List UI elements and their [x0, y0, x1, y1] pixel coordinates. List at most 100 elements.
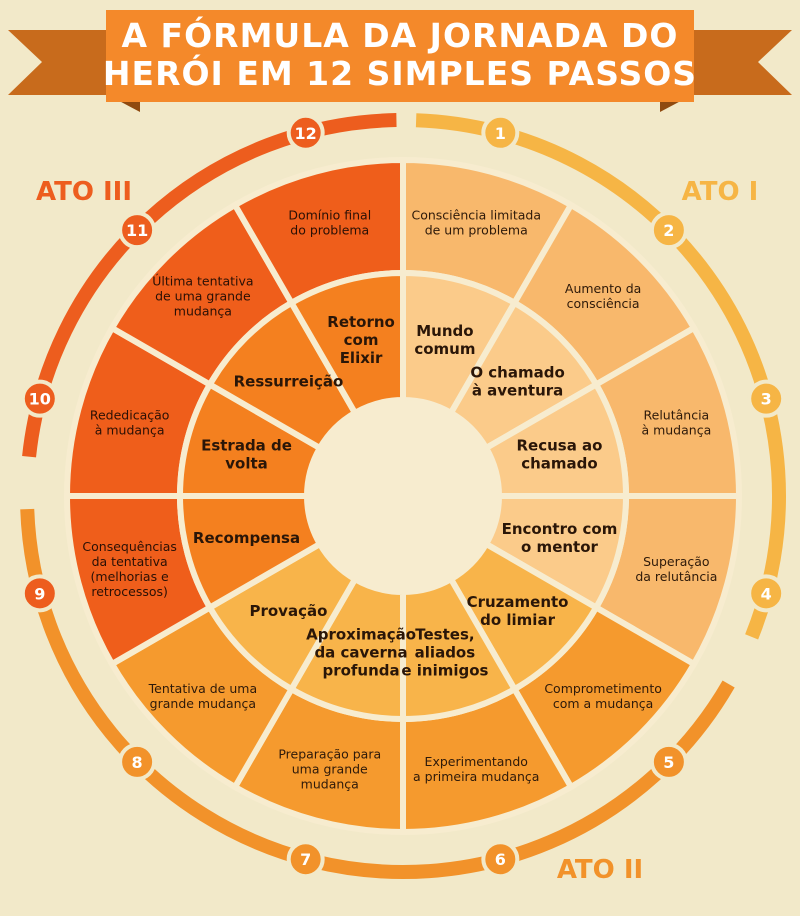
- act1-ring: [415, 113, 786, 640]
- outer-label-step-6-line: a primeira mudança: [413, 769, 539, 784]
- step-number-9: 9: [34, 584, 45, 603]
- title-line-2: HERÓI EM 12 SIMPLES PASSOS: [102, 54, 698, 93]
- inner-label-step-3: Recusa ao chamado: [516, 436, 602, 472]
- outer-label-step-11: Última tentativa de uma grande mudança: [152, 273, 253, 318]
- title-line-1: A FÓRMULA DA JORNADA DO: [121, 16, 679, 55]
- inner-label-step-4-line: o mentor: [521, 538, 598, 556]
- inner-label-step-1-line: Mundo: [416, 322, 473, 340]
- inner-label-step-2-line: à aventura: [472, 382, 563, 400]
- outer-label-step-10: Rededicação à mudança: [90, 408, 170, 438]
- outer-label-step-2: Aumento da consciência: [565, 281, 641, 311]
- step-number-badge-6: [481, 840, 520, 879]
- inner-label-step-10-line: volta: [225, 454, 268, 472]
- outer-label-step-8-line: Tentativa de uma: [148, 681, 257, 696]
- outer-label-step-2-line: Aumento da: [565, 281, 641, 296]
- step-number-5: 5: [663, 753, 674, 772]
- step-number-badge-10: [20, 379, 59, 418]
- outer-label-step-9-line: da tentativa: [92, 554, 168, 569]
- outer-label-step-8-line: grande mudança: [150, 696, 256, 711]
- outer-label-step-5-line: com a mudança: [553, 696, 653, 711]
- outer-label-step-4: Superação da relutância: [635, 554, 717, 584]
- step-number-badge-9: [20, 574, 59, 613]
- inner-label-step-7-line: da caverna: [314, 644, 407, 662]
- outer-label-step-9-line: retrocessos): [91, 584, 168, 599]
- outer-label-step-11-line: Última tentativa: [152, 273, 253, 288]
- outer-label-step-4-line: Superação: [643, 554, 709, 569]
- step-number-6: 6: [495, 850, 506, 869]
- inner-label-step-7: Aproximação da caverna profunda: [306, 626, 416, 680]
- step-number-1: 1: [495, 124, 506, 143]
- inner-label-step-5: Cruzamento do limiar: [467, 593, 569, 629]
- inner-label-step-10-line: Estrada de: [201, 436, 292, 454]
- inner-label-step-3-line: Recusa ao: [516, 436, 602, 454]
- step-number-badge-12: [286, 113, 325, 152]
- step-number-badge-1: [481, 113, 520, 152]
- inner-label-step-9: Recompensa: [193, 529, 300, 547]
- step-number-8: 8: [132, 753, 143, 772]
- step-number-3: 3: [761, 390, 772, 409]
- outer-label-step-7-line: Preparação para: [278, 747, 381, 762]
- ribbon-left: [8, 30, 110, 95]
- outer-label-step-6: Experimentando a primeira mudança: [413, 754, 539, 784]
- inner-label-step-1: Mundo comum: [414, 322, 475, 358]
- inner-label-step-1-line: comum: [414, 340, 475, 358]
- inner-label-step-12: Retorno com Elixir: [327, 313, 395, 367]
- step-number-12: 12: [295, 124, 317, 143]
- inner-label-step-10: Estrada de volta: [201, 436, 292, 472]
- center-hub: [307, 400, 499, 592]
- outer-label-step-9-line: Consequências: [82, 539, 177, 554]
- outer-label-step-9-line: (melhorias e: [91, 569, 170, 584]
- outer-label-step-4-line: da relutância: [635, 569, 717, 584]
- outer-label-step-10-line: à mudança: [95, 423, 165, 438]
- inner-label-step-11-line: Ressurreição: [234, 373, 344, 391]
- inner-label-step-6-line: Testes,: [415, 626, 474, 644]
- inner-label-step-7-line: Aproximação: [306, 626, 416, 644]
- outer-label-step-7-line: mudança: [301, 777, 359, 792]
- ribbon-right: [690, 30, 792, 95]
- outer-label-step-12-line: Domínio final: [288, 208, 371, 223]
- title-banner: [8, 10, 792, 112]
- outer-label-step-8: Tentativa de uma grande mudança: [148, 681, 257, 711]
- title-box: [106, 10, 694, 102]
- step-number-badge-8: [118, 742, 157, 781]
- inner-label-step-8-line: Provação: [249, 602, 327, 620]
- outer-label-step-1-line: Consciência limitada: [411, 208, 541, 223]
- outer-label-step-7: Preparação para uma grande mudança: [278, 747, 381, 792]
- inner-label-step-6-line: e inimigos: [401, 662, 488, 680]
- step-number-badge-2: [649, 211, 688, 250]
- inner-label-step-8: Provação: [249, 602, 327, 620]
- outer-label-step-11-line: de uma grande: [155, 288, 251, 303]
- inner-label-step-4-line: Encontro com: [502, 520, 618, 538]
- step-number-2: 2: [663, 221, 674, 240]
- inner-label-step-12-line: Elixir: [340, 349, 383, 367]
- outer-label-step-1-line: de um problema: [425, 223, 528, 238]
- step-number-4: 4: [761, 584, 772, 603]
- step-number-badge-3: [747, 379, 786, 418]
- outer-label-step-5: Comprometimento com a mudança: [544, 681, 662, 711]
- step-number-7: 7: [300, 850, 311, 869]
- inner-label-step-11: Ressurreição: [234, 373, 344, 391]
- outer-label-step-12-line: do problema: [290, 223, 369, 238]
- outer-label-step-3: Relutância à mudança: [641, 408, 711, 438]
- inner-label-step-4: Encontro com o mentor: [502, 520, 618, 556]
- outer-label-step-9: Consequências da tentativa (melhorias e ret…: [82, 539, 177, 599]
- step-number-badge-11: [118, 211, 157, 250]
- act3-label: ATO III: [36, 177, 132, 207]
- outer-label-step-1: Consciência limitada de um problema: [411, 208, 541, 238]
- outer-label-step-12: Domínio final do problema: [288, 208, 371, 238]
- outer-label-step-6-line: Experimentando: [425, 754, 528, 769]
- inner-label-step-12-line: Retorno: [327, 313, 395, 331]
- inner-label-step-2-line: O chamado: [470, 364, 564, 382]
- step-number-badge-4: [747, 574, 786, 613]
- outer-label-step-3-line: à mudança: [641, 423, 711, 438]
- act1-label: ATO I: [682, 177, 759, 207]
- step-number-10: 10: [29, 390, 51, 409]
- outer-label-step-2-line: consciência: [567, 296, 640, 311]
- outer-label-step-10-line: Rededicação: [90, 408, 170, 423]
- step-number-11: 11: [126, 221, 148, 240]
- inner-label-step-6-line: aliados: [415, 644, 476, 662]
- outer-label-step-3-line: Relutância: [644, 408, 710, 423]
- inner-label-step-12-line: com: [344, 331, 379, 349]
